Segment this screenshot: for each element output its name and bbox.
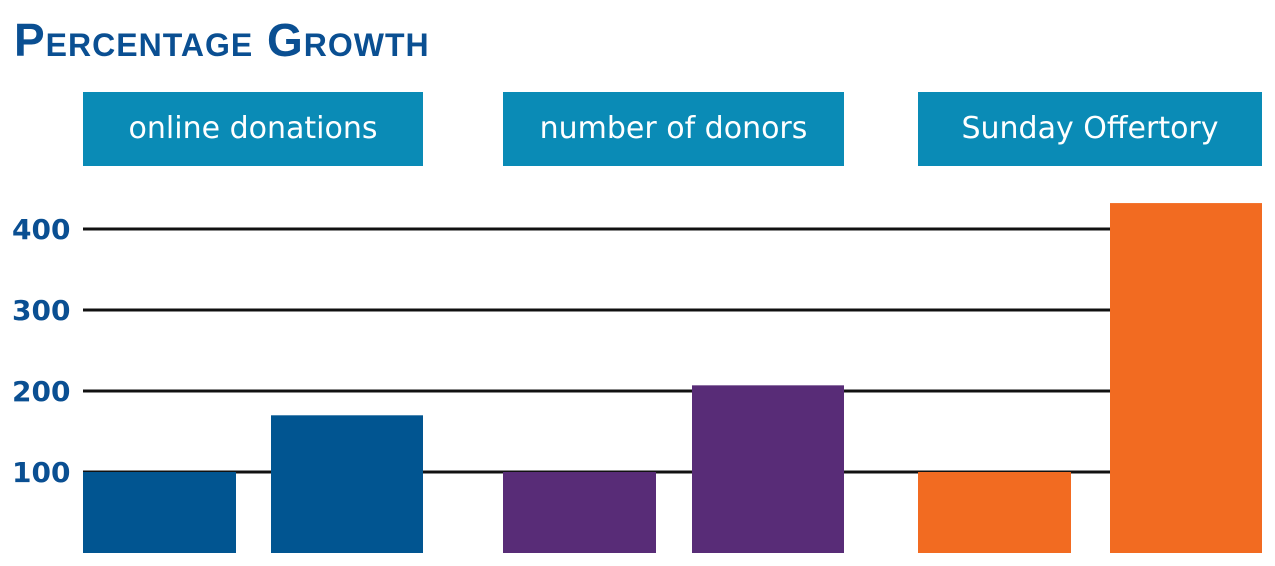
category-label-sunday-offertory: Sunday Offertory — [918, 92, 1262, 166]
y-tick-label-400: 400 — [12, 213, 70, 246]
bar-number-of-donors-2 — [692, 385, 844, 553]
bar-sunday-offertory-1 — [918, 472, 1071, 553]
bar-online-donations-2 — [271, 415, 423, 553]
y-tick-label-100: 100 — [12, 456, 70, 489]
bar-sunday-offertory-2 — [1110, 203, 1262, 553]
category-label-number-of-donors: number of donors — [503, 92, 844, 166]
y-tick-label-300: 300 — [12, 294, 70, 327]
bar-number-of-donors-1 — [503, 472, 656, 553]
chart-title: Percentage Growth — [14, 14, 430, 66]
category-label-online-donations: online donations — [83, 92, 423, 166]
bar-online-donations-1 — [83, 472, 236, 553]
y-tick-label-200: 200 — [12, 375, 70, 408]
